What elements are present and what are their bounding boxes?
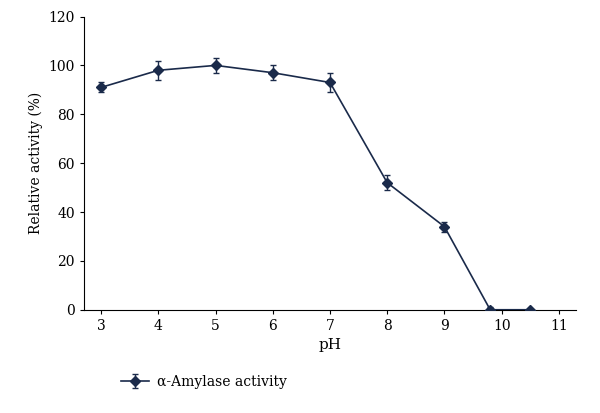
Y-axis label: Relative activity (%): Relative activity (%) [29,92,43,234]
X-axis label: pH: pH [319,338,341,352]
Legend: α-Amylase activity: α-Amylase activity [116,370,293,394]
